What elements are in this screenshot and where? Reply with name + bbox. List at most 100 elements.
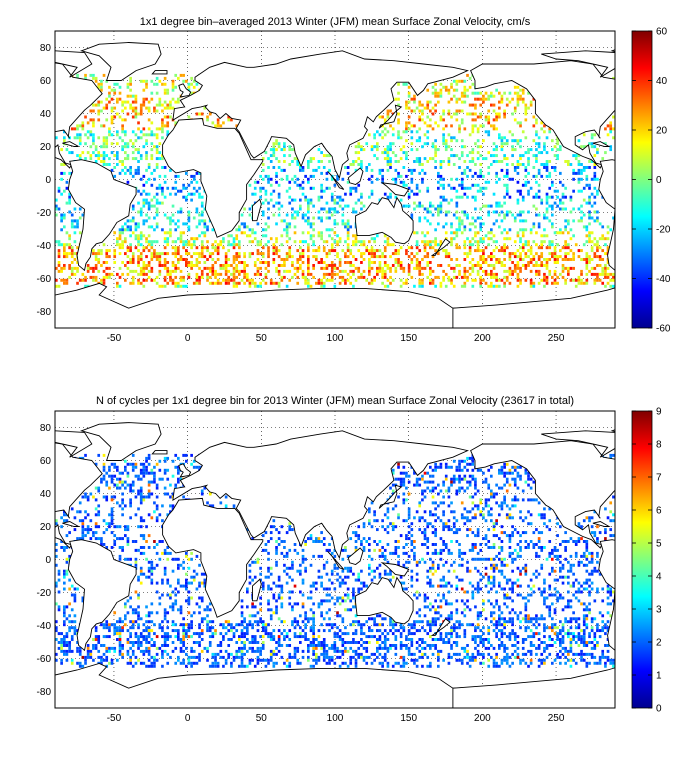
bin-cell xyxy=(413,546,416,549)
bin-cell xyxy=(588,183,591,187)
bin-cell xyxy=(548,540,552,543)
bin-cell xyxy=(134,139,138,143)
bin-cell xyxy=(537,142,541,146)
bin-cell xyxy=(500,572,504,576)
bin-cell xyxy=(561,231,565,235)
bin-cell xyxy=(206,246,209,250)
bin-cell xyxy=(389,486,392,490)
bin-cell xyxy=(76,222,79,226)
bin-cell xyxy=(431,157,435,161)
bin-cell xyxy=(317,148,321,152)
bin-cell xyxy=(293,543,297,546)
bin-cell xyxy=(585,201,589,205)
bin-cell xyxy=(153,252,156,256)
bin-cell xyxy=(471,284,475,288)
bin-cell xyxy=(285,581,289,585)
bin-cell xyxy=(73,272,77,276)
bin-cell xyxy=(100,100,103,104)
bin-cell xyxy=(434,88,437,92)
bin-cell xyxy=(360,543,363,546)
bin-cell xyxy=(508,237,512,241)
bin-cell xyxy=(434,275,437,279)
bin-cell xyxy=(513,495,517,499)
bin-cell xyxy=(516,554,520,558)
bin-cell xyxy=(63,136,66,140)
bin-cell xyxy=(105,163,109,166)
bin-cell xyxy=(126,462,130,466)
bin-cell xyxy=(118,525,122,529)
bin-cell xyxy=(455,109,459,113)
bin-cell xyxy=(479,278,483,282)
bin-cell xyxy=(471,222,475,226)
bin-cell xyxy=(203,578,207,582)
bin-cell xyxy=(413,516,416,520)
bin-cell xyxy=(386,543,390,546)
bin-cell xyxy=(97,261,101,264)
bin-cell xyxy=(543,546,546,549)
bin-cell xyxy=(102,281,106,285)
bin-cell xyxy=(521,498,525,502)
bin-cell xyxy=(487,97,491,101)
bin-cell xyxy=(394,551,398,555)
bin-cell xyxy=(601,272,605,276)
bin-cell xyxy=(397,264,400,267)
bin-cell xyxy=(516,121,520,125)
bin-cell xyxy=(248,569,252,573)
bin-cell xyxy=(264,261,268,264)
bin-cell xyxy=(113,88,117,92)
bin-cell xyxy=(442,510,445,514)
bin-cell xyxy=(500,210,504,214)
bin-cell xyxy=(142,519,146,523)
bin-cell xyxy=(179,231,183,235)
bin-cell xyxy=(55,554,58,558)
bin-cell xyxy=(535,543,538,546)
bin-cell xyxy=(407,94,411,98)
bin-cell xyxy=(320,266,323,270)
bin-cell xyxy=(612,513,615,517)
bin-cell xyxy=(466,154,469,158)
bin-cell xyxy=(60,266,63,270)
bin-cell xyxy=(155,145,159,149)
bin-cell xyxy=(333,249,337,253)
bin-cell xyxy=(206,115,209,119)
bin-cell xyxy=(474,198,477,202)
bin-cell xyxy=(444,525,448,529)
bin-cell xyxy=(150,225,154,229)
bin-cell xyxy=(97,100,101,104)
bin-cell xyxy=(559,201,562,205)
bin-cell xyxy=(155,186,159,190)
bin-cell xyxy=(171,459,175,463)
bin-cell xyxy=(397,477,400,481)
bin-cell xyxy=(508,513,512,517)
bin-cell xyxy=(527,543,530,546)
bin-cell xyxy=(580,278,583,282)
bin-cell xyxy=(315,249,318,253)
bin-cell xyxy=(368,195,371,199)
bin-cell xyxy=(559,249,562,253)
bin-cell xyxy=(564,546,567,549)
bin-cell xyxy=(174,275,178,279)
bin-cell xyxy=(357,183,361,187)
bin-cell xyxy=(264,266,268,270)
bin-cell xyxy=(474,546,477,549)
bin-cell xyxy=(434,240,437,244)
bin-cell xyxy=(126,249,130,253)
bin-cell xyxy=(519,548,522,552)
bin-cell xyxy=(174,249,178,253)
bin-cell xyxy=(490,91,493,95)
bin-cell xyxy=(161,504,164,508)
bin-cell xyxy=(182,240,185,244)
bin-cell xyxy=(442,183,445,187)
bin-cell xyxy=(503,483,506,487)
bin-cell xyxy=(352,269,355,273)
bin-cell xyxy=(317,195,321,199)
bin-cell xyxy=(434,465,437,469)
bin-cell xyxy=(516,531,520,535)
bin-cell xyxy=(556,157,559,161)
bin-cell xyxy=(134,225,138,229)
bin-cell xyxy=(94,531,98,535)
bin-cell xyxy=(484,246,488,250)
bin-cell xyxy=(291,578,294,582)
bin-cell xyxy=(60,219,63,223)
bin-cell xyxy=(277,272,281,276)
